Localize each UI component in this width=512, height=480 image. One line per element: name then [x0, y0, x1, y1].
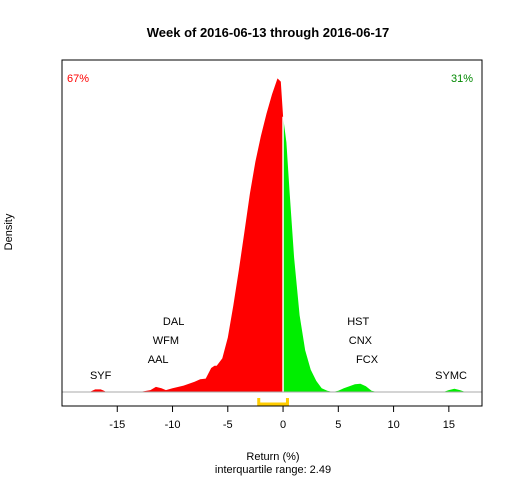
plot-frame: [61, 59, 483, 407]
iqr-subtitle: interquartile range: 2.49: [215, 464, 331, 476]
x-axis: -15 -10 -5 0 5 10 15: [109, 406, 455, 431]
ticker-annotations: SYF DAL WFM AAL HST CNX FCX SYMC: [90, 316, 467, 382]
x-tick-label: 10: [387, 419, 399, 431]
ticker-label: DAL: [163, 316, 184, 328]
x-tick-label: -5: [223, 419, 233, 431]
ticker-label: CNX: [349, 335, 373, 347]
x-tick-label: 0: [280, 419, 286, 431]
ticker-label: WFM: [153, 335, 179, 347]
negative-share-label: 67%: [67, 73, 89, 85]
plot-area: [62, 78, 482, 406]
x-axis-label: Return (%): [246, 451, 299, 463]
iqr-bracket: [257, 398, 289, 406]
chart-title: Week of 2016-06-13 through 2016-06-17: [147, 25, 390, 40]
ticker-label: FCX: [356, 354, 379, 366]
negative-density-area: [89, 78, 284, 393]
x-tick-label: 5: [335, 419, 341, 431]
positive-density-area: [283, 116, 466, 393]
x-tick-label: 15: [443, 419, 455, 431]
y-axis-label: Density: [3, 213, 15, 250]
ticker-label: AAL: [148, 354, 169, 366]
x-tick-label: -15: [109, 419, 125, 431]
x-tick-label: -10: [165, 419, 181, 431]
ticker-label: SYMC: [435, 370, 467, 382]
ticker-label: SYF: [90, 370, 112, 382]
ticker-label: HST: [347, 316, 369, 328]
positive-share-label: 31%: [451, 73, 473, 85]
